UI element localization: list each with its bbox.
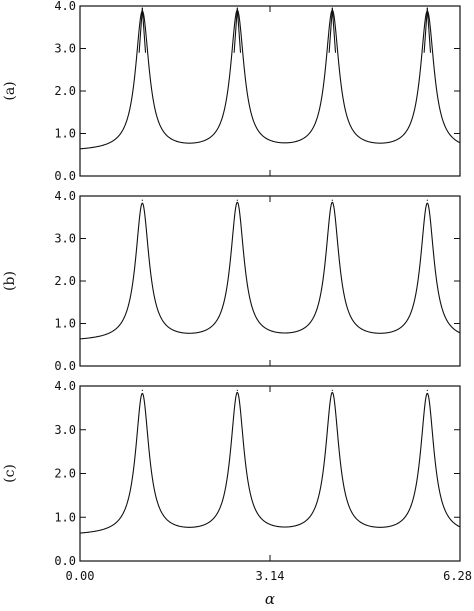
peak-point bbox=[236, 7, 238, 9]
y-tick-label: 0.0 bbox=[54, 554, 76, 568]
x-tick-label: 0.00 bbox=[66, 569, 95, 583]
y-tick-label: 0.0 bbox=[54, 169, 76, 183]
secondary-peak bbox=[233, 7, 242, 53]
series-line bbox=[79, 9, 461, 150]
y-tick-label: 3.0 bbox=[54, 42, 76, 56]
secondary-peak bbox=[138, 7, 147, 53]
y-tick-label: 3.0 bbox=[54, 232, 76, 246]
panel-label: (a) bbox=[2, 81, 18, 100]
panel-3: 0.0 1.0 2.0 3.0 4.0 (c) bbox=[2, 379, 461, 568]
panel-label: (c) bbox=[2, 464, 18, 483]
y-tick-label: 1.0 bbox=[54, 510, 76, 524]
y-tick-label: 2.0 bbox=[54, 467, 76, 481]
series-line bbox=[79, 391, 461, 534]
panel-label: (b) bbox=[2, 271, 18, 291]
panel-frame bbox=[79, 5, 461, 177]
peak-point bbox=[331, 7, 333, 9]
peak-point bbox=[426, 199, 428, 201]
peak-point bbox=[141, 199, 143, 201]
y-tick-label: 0.0 bbox=[54, 359, 76, 373]
y-tick-label: 2.0 bbox=[54, 84, 76, 98]
x-tick-label: 3.14 bbox=[256, 569, 285, 583]
panel-1: 0.0 1.0 2.0 3.0 4.0 (a) bbox=[2, 0, 461, 183]
secondary-peak bbox=[328, 7, 337, 53]
series-line bbox=[79, 201, 461, 340]
peak-point bbox=[331, 199, 333, 201]
x-axis: 0.00 3.14 6.28 bbox=[66, 569, 472, 583]
peak-point bbox=[426, 7, 428, 9]
panels: 0.0 1.0 2.0 3.0 4.0 (a) 0.0 1.0 2.0 3.0 4.0 (b) 0.0 1… bbox=[2, 0, 472, 583]
y-tick-label: 3.0 bbox=[54, 423, 76, 437]
y-tick-label: 1.0 bbox=[54, 317, 76, 331]
y-tick-label: 4.0 bbox=[54, 379, 76, 393]
y-tick-label: 2.0 bbox=[54, 274, 76, 288]
y-tick-label: 1.0 bbox=[54, 127, 76, 141]
peak-point bbox=[236, 199, 238, 201]
y-tick-label: 4.0 bbox=[54, 189, 76, 203]
secondary-peak bbox=[423, 7, 432, 53]
peak-point bbox=[426, 389, 428, 391]
x-tick-label: 6.28 bbox=[443, 569, 472, 583]
x-axis-title: α bbox=[265, 590, 275, 608]
peak-point bbox=[141, 7, 143, 9]
peak-point bbox=[236, 389, 238, 391]
panel-2: 0.0 1.0 2.0 3.0 4.0 (b) bbox=[2, 189, 461, 373]
y-tick-label: 4.0 bbox=[54, 0, 76, 13]
panel-frame bbox=[79, 385, 461, 562]
peak-point bbox=[141, 389, 143, 391]
panel-frame bbox=[79, 195, 461, 367]
peak-point bbox=[331, 389, 333, 391]
